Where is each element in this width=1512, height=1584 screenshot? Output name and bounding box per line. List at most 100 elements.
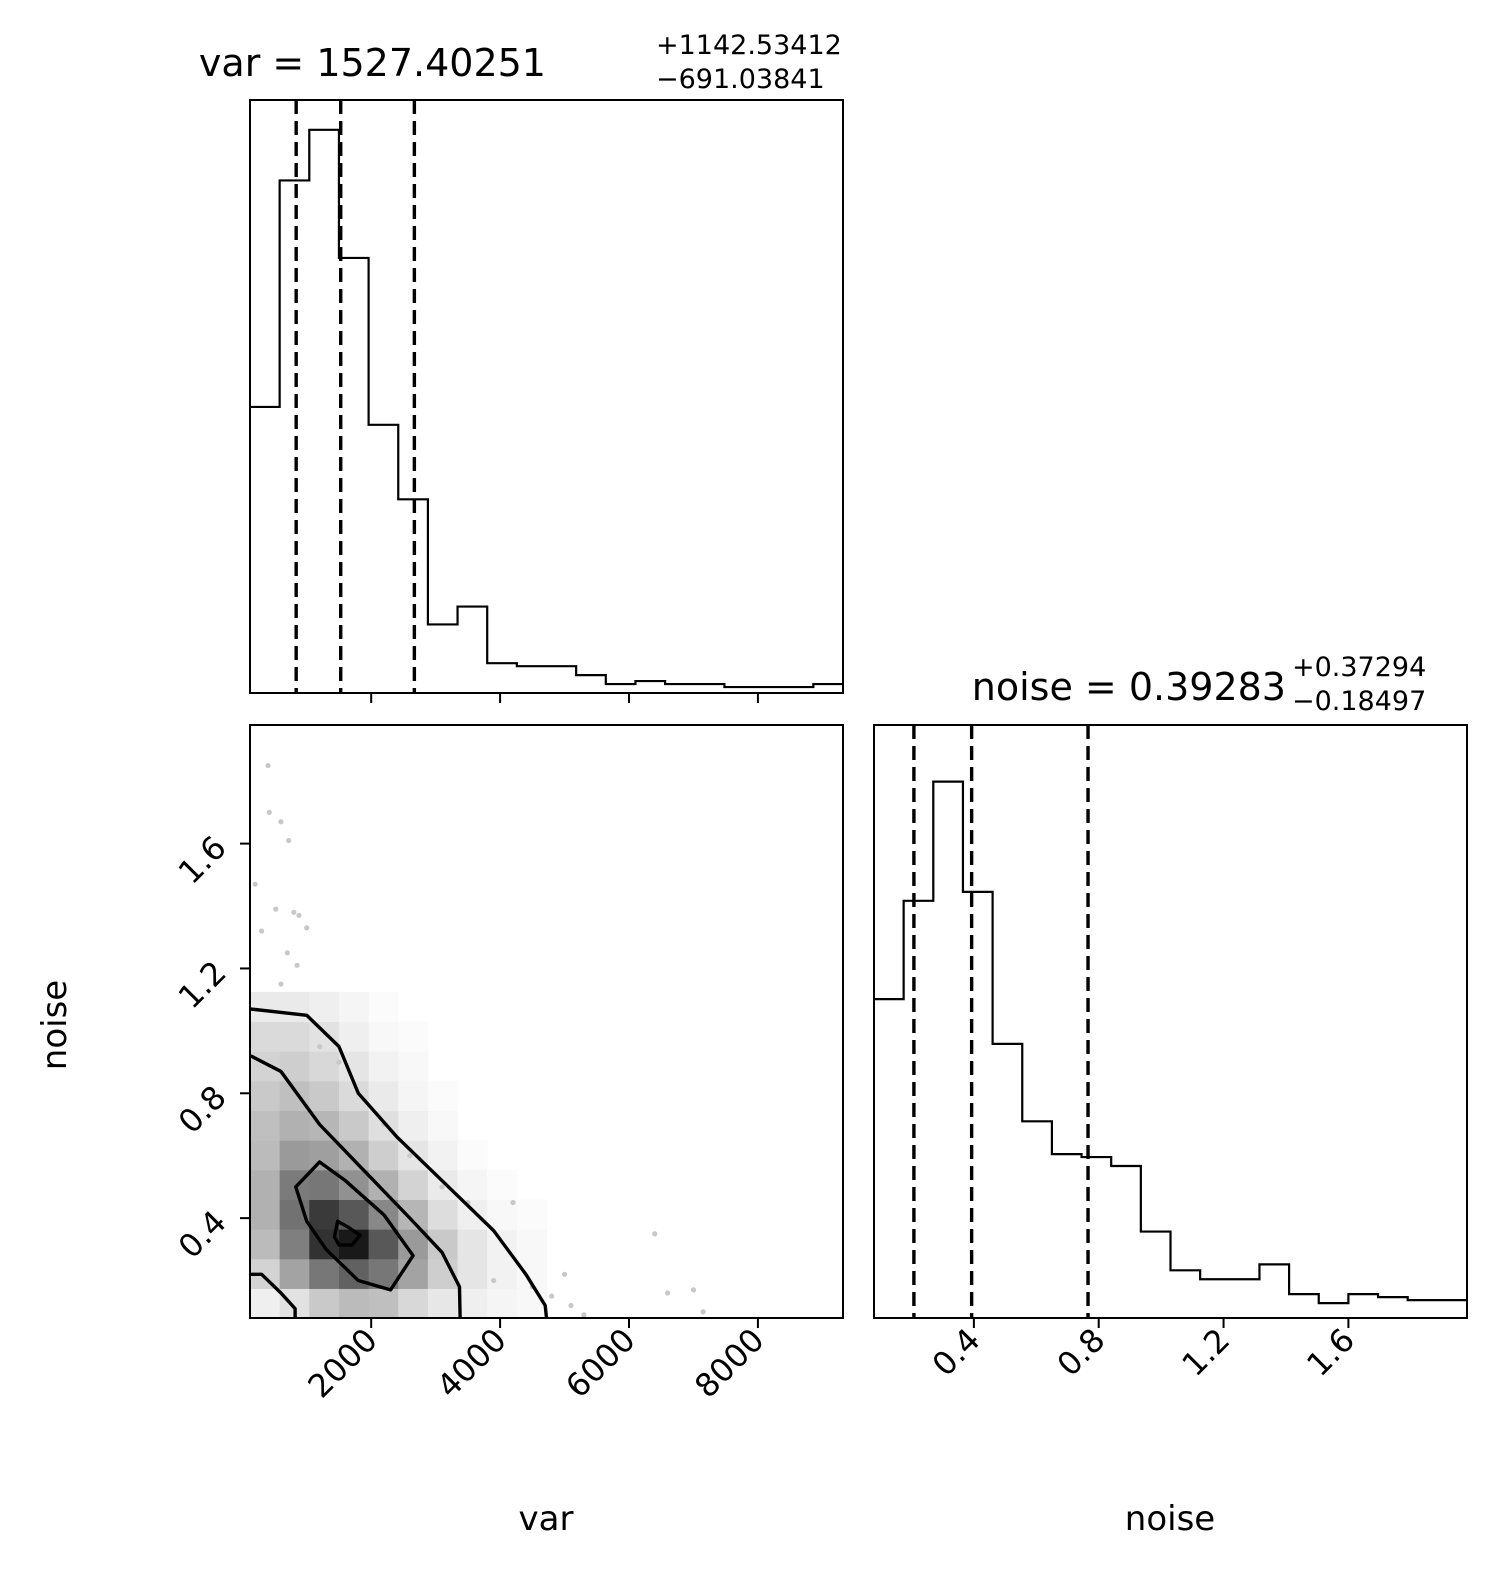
density-cell (516, 1229, 548, 1260)
density-cell (279, 1169, 310, 1200)
density-cell (457, 1140, 488, 1171)
outlier-point (317, 1043, 323, 1050)
density-cell (338, 1288, 370, 1318)
density-cell (368, 1229, 399, 1260)
density-cell (338, 1140, 370, 1171)
density-cell (427, 1140, 459, 1171)
outlier-point (561, 1271, 568, 1277)
outlier-point (278, 819, 284, 825)
outlier-point (510, 1199, 516, 1206)
var-histogram-step (250, 128, 843, 689)
density-cell (457, 1199, 488, 1230)
outlier-point (278, 981, 284, 987)
outlier-point (291, 909, 297, 915)
contour-line-0 (332, 1219, 362, 1247)
density-cell (427, 1199, 459, 1230)
noise-quantile-lines (912, 725, 1090, 1318)
outlier-point (252, 881, 258, 887)
density-cell (250, 1199, 281, 1230)
density-cell (398, 1080, 429, 1112)
var-title-main: var = 1527.40251 (199, 41, 546, 85)
outlier-point (304, 925, 310, 931)
density-cell (338, 1021, 370, 1052)
density-cell (309, 1051, 340, 1082)
density-cell (368, 991, 399, 1023)
density-cell (338, 1169, 370, 1200)
density-cell (279, 1229, 310, 1260)
noise-title-main: noise = 0.39283 (972, 665, 1286, 709)
density-cell (250, 1021, 281, 1052)
outlier-point (439, 1184, 445, 1190)
density-cell (279, 1258, 310, 1289)
density-cell (309, 1288, 340, 1318)
outlier-point (266, 809, 272, 815)
density-cell (427, 1080, 459, 1112)
outlier-point (690, 1287, 697, 1293)
contour-line-2 (250, 1054, 462, 1318)
density-cell (309, 1021, 340, 1052)
density-cell (279, 1140, 310, 1171)
density-cell (516, 1199, 548, 1230)
noise-title-plus: +0.37294 (1292, 652, 1426, 683)
var-title-plus: +1142.53412 (656, 30, 842, 61)
density-cell (309, 1080, 340, 1112)
density-cell (279, 1110, 310, 1141)
var-histogram-panel: var = 1527.40251 +1142.53412 −691.03841 (199, 30, 844, 703)
density-cell (398, 1288, 429, 1318)
outlier-point (665, 1290, 671, 1296)
density-cell (398, 1199, 429, 1230)
density-cell (338, 991, 370, 1023)
contour-lines (250, 1007, 549, 1318)
density-cell (487, 1288, 518, 1318)
outlier-point (265, 762, 271, 769)
outlier-point (296, 912, 302, 918)
var-histogram-x-ticks (370, 693, 759, 703)
density-cell (457, 1288, 488, 1318)
density-cell (487, 1169, 518, 1200)
outlier-point (273, 906, 279, 912)
contour-line-4 (250, 1272, 297, 1318)
density-cell (250, 1051, 281, 1082)
density-cell (368, 1140, 399, 1171)
density-cell (309, 1258, 340, 1289)
outlier-point (336, 1059, 342, 1065)
contour-line-3 (250, 1007, 549, 1318)
y-axis-label-noise: noise (35, 980, 75, 1070)
density-cell (427, 1288, 459, 1318)
density-cell (250, 1080, 281, 1112)
density-cell (368, 1288, 399, 1318)
2d-panel-frame (249, 724, 844, 1319)
var-title-minus: −691.03841 (656, 64, 825, 95)
density-cell (250, 1110, 281, 1141)
var-histogram-frame (249, 99, 844, 694)
density-cell (338, 1110, 370, 1141)
density-cell (398, 1051, 429, 1082)
outlier-point (294, 962, 300, 968)
density-cell (457, 1229, 488, 1260)
density-cell (398, 1169, 429, 1200)
density-cell (250, 991, 281, 1023)
noise-histogram-frame (873, 724, 1468, 1319)
density-cell (250, 1140, 281, 1171)
outlier-point (491, 1277, 497, 1284)
density-cell (309, 1199, 340, 1230)
noise-histogram-step (874, 780, 1467, 1305)
density-cell (250, 1229, 281, 1260)
density-cell (338, 1258, 370, 1289)
density-cell (368, 1021, 399, 1052)
density-cell (279, 991, 310, 1023)
noise-title-minus: −0.18497 (1292, 686, 1426, 717)
var-quantile-lines (294, 100, 417, 693)
contour-line-1 (294, 1160, 415, 1292)
density-cell (279, 1021, 310, 1052)
outlier-point (652, 1231, 658, 1237)
density-cell (368, 1080, 399, 1112)
outlier-point (581, 1312, 587, 1318)
density-cell (398, 1258, 429, 1289)
density-cell (487, 1258, 518, 1289)
density-cell (398, 1021, 429, 1052)
density-cell (368, 1169, 399, 1200)
outlier-point (259, 928, 265, 934)
density-cell (250, 1288, 281, 1318)
